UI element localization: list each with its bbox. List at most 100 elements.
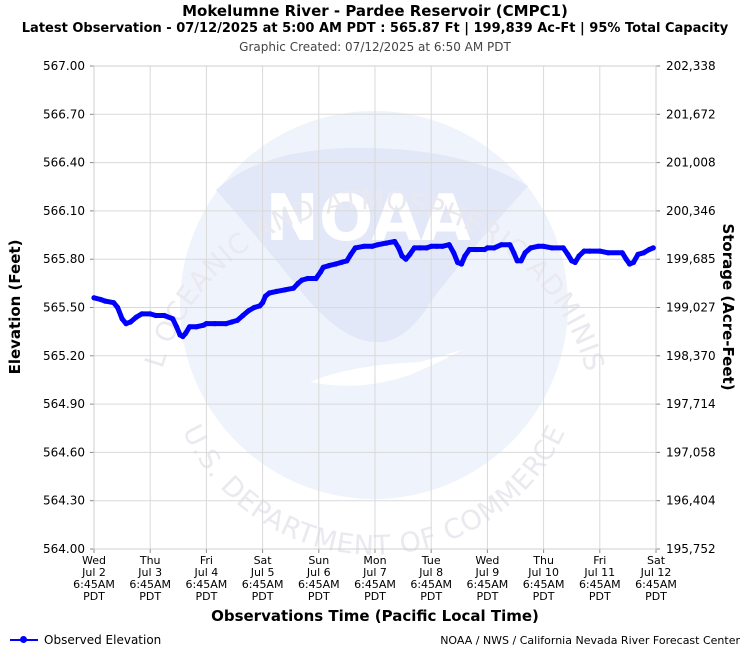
x-tick-label: Wed Jul 9 6:45AM PDT [467,554,509,603]
elevation-point [635,251,641,257]
y-tick-label: 565.20 [43,349,85,363]
chart-axes: 567.00 202,338 566.70 201,672 566.40 201,008 5… [43,59,716,603]
elevation-point [455,259,461,265]
y-axis-label: Elevation (Feet) [6,240,24,375]
elevation-point [361,243,367,249]
elevation-point [572,259,578,265]
y-tick-label: 565.50 [43,301,85,315]
y2-tick-label: 196,404 [666,494,716,508]
elevation-point [424,245,430,251]
elevation-point [266,290,272,296]
elevation-point [514,258,520,264]
elevation-point [348,251,354,257]
elevation-point [587,248,593,254]
elevation-point [352,245,358,251]
elevation-point [623,256,629,262]
y-tick-label: 566.70 [43,107,85,121]
elevation-point [646,246,652,253]
elevation-point [282,287,288,293]
elevation-point [317,269,324,275]
elevation-point [630,259,637,265]
elevation-point [193,324,199,330]
elevation-point [299,277,305,283]
elevation-point [560,245,566,251]
elevation-point [507,242,513,248]
y-tick-label: 567.00 [43,59,85,73]
x-tick-label: Fri Jul 4 6:45AM PDT [186,554,228,603]
y2-tick-label: 197,058 [666,445,716,459]
legend-label: Observed Elevation [44,633,162,647]
legend-swatch-icon [10,635,38,645]
elevation-point [260,300,266,306]
elevation-point [403,256,409,262]
y2-tick-label: 201,008 [666,156,716,170]
elevation-point [170,316,176,322]
noaa-logo-text: NOAA [265,182,471,256]
elevation-point [541,243,547,249]
elevation-point [458,261,465,267]
elevation-point [127,319,134,325]
elevation-point [290,285,297,291]
x-tick-label: Thu Jul 3 6:45AM PDT [129,554,171,603]
elevation-point [535,243,541,249]
elevation-point [396,245,402,251]
x-tick-label: Sun Jul 6 6:45AM PDT [298,554,340,603]
elevation-point [274,288,280,294]
elevation-point [326,263,332,269]
elevation-point [473,246,479,253]
elevation-point [518,258,524,264]
noaa-logo-wave [310,350,462,386]
elevation-point [511,250,517,256]
y2-tick-label: 201,672 [666,107,716,121]
elevation-point [320,264,326,270]
series-layer [91,238,656,340]
elevation-point [641,250,647,256]
elevation-point [399,253,405,259]
elevation-point [549,245,555,251]
elevation-point [528,245,534,251]
elevation-point [229,319,235,325]
elevation-point [251,304,257,311]
elevation-point [383,240,389,246]
elevation-point [439,243,445,249]
x-tick-label: Wed Jul 2 6:45AM PDT [73,554,115,603]
elevation-point [186,324,193,330]
elevation-point [411,245,417,251]
elevation-point [462,253,468,259]
x-tick-label: Sat Jul 12 6:45AM PDT [635,554,677,603]
elevation-point [333,261,339,267]
elevation-point [123,321,129,327]
y2-tick-label: 195,752 [666,542,716,556]
y2-tick-label: 197,714 [666,397,716,411]
elevation-point [111,300,117,306]
x-tick-label: Mon Jul 7 6:45AM PDT [354,554,396,603]
y2-axis-label: Storage (Acre-Feet) [719,223,737,390]
x-axis-label: Observations Time (Pacific Local Time) [211,607,539,625]
elevation-point [223,321,229,327]
elevation-point [627,261,633,267]
elevation-point [98,296,104,303]
elevation-point [581,248,587,254]
y-tick-label: 566.40 [43,156,85,170]
elevation-point [597,248,603,254]
elevation-point [119,316,125,322]
y-tick-label: 564.90 [43,397,85,411]
elevation-point [147,311,153,317]
y-tick-label: 564.60 [43,445,85,459]
elevation-point [212,321,218,327]
elevation-point [650,245,656,251]
elevation-point [174,324,180,330]
elevation-point [344,258,350,264]
elevation-point [407,251,413,257]
x-tick-label: Tue Jul 8 6:45AM PDT [410,554,452,603]
elevation-point [133,314,139,320]
elevation-point [498,242,504,248]
y2-tick-label: 199,027 [666,301,716,315]
elevation-point [338,259,344,265]
elevation-point [262,293,268,299]
elevation-point [392,238,398,245]
elevation-point [466,246,472,253]
y2-tick-label: 202,338 [666,59,716,73]
legend: Observed Elevation [10,633,161,647]
elevation-point [605,250,611,256]
